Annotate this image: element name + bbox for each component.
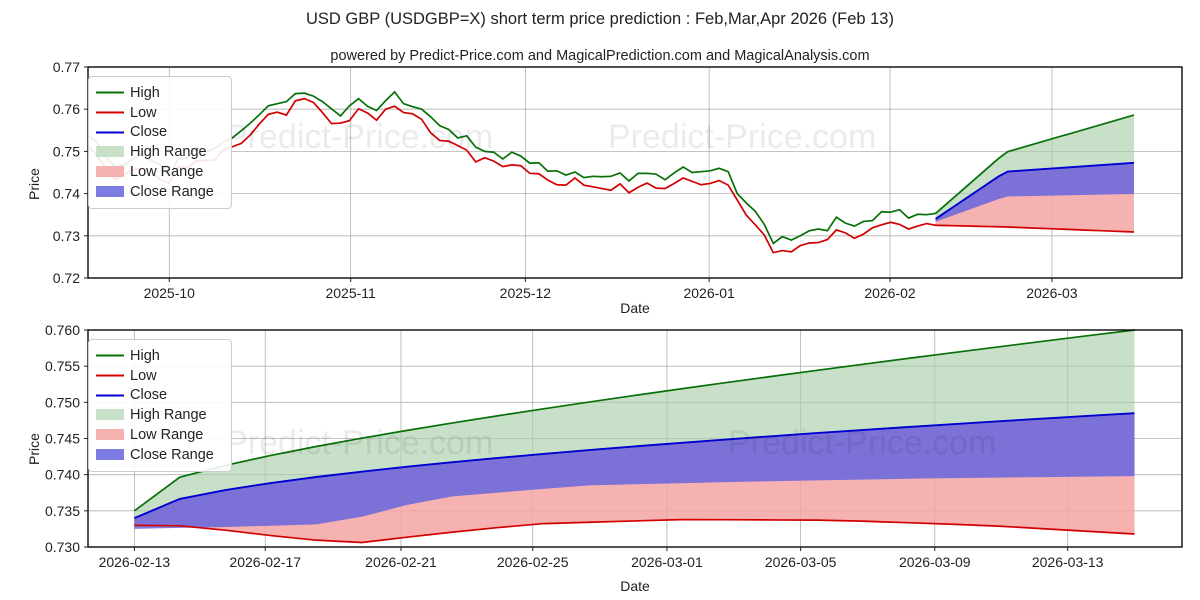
svg-text:0.735: 0.735 [45, 503, 80, 519]
svg-text:0.760: 0.760 [45, 322, 80, 338]
svg-text:2026-03-05: 2026-03-05 [765, 554, 837, 570]
svg-text:2026-02-13: 2026-02-13 [99, 554, 171, 570]
svg-text:2026-03-01: 2026-03-01 [631, 554, 703, 570]
svg-text:2026-02-25: 2026-02-25 [497, 554, 569, 570]
svg-text:2026-03-13: 2026-03-13 [1032, 554, 1104, 570]
svg-text:2026-02-21: 2026-02-21 [365, 554, 437, 570]
svg-text:2026-03-09: 2026-03-09 [899, 554, 971, 570]
svg-text:2026-02-17: 2026-02-17 [229, 554, 301, 570]
svg-text:0.755: 0.755 [45, 358, 80, 374]
svg-text:0.740: 0.740 [45, 467, 80, 483]
svg-text:0.750: 0.750 [45, 394, 80, 410]
svg-text:0.745: 0.745 [45, 431, 80, 447]
svg-text:0.730: 0.730 [45, 539, 80, 555]
